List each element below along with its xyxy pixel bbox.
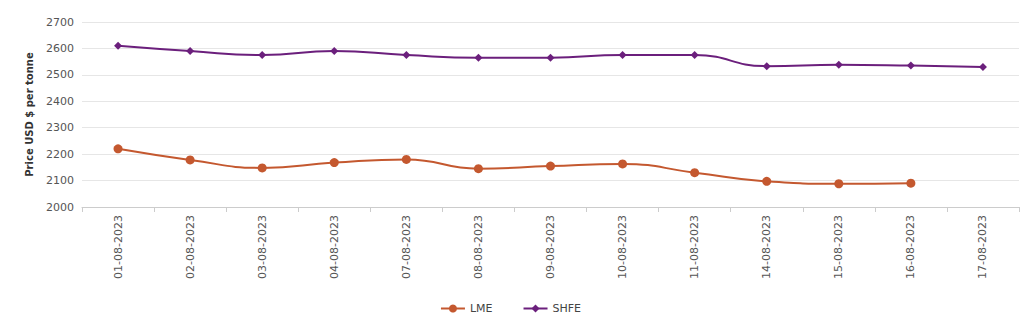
svg-text:15-08-2023: 15-08-2023 [832, 215, 845, 279]
svg-text:SHFE: SHFE [553, 302, 582, 315]
svg-text:10-08-2023: 10-08-2023 [616, 215, 629, 279]
svg-text:2700: 2700 [46, 16, 74, 29]
svg-text:04-08-2023: 04-08-2023 [328, 215, 341, 279]
svg-text:2100: 2100 [46, 174, 74, 187]
svg-text:2600: 2600 [46, 42, 74, 55]
svg-text:01-08-2023: 01-08-2023 [112, 215, 125, 279]
svg-text:08-08-2023: 08-08-2023 [472, 215, 485, 279]
svg-text:2000: 2000 [46, 201, 74, 214]
svg-text:LME: LME [470, 302, 493, 315]
svg-text:02-08-2023: 02-08-2023 [184, 215, 197, 279]
svg-text:Price USD $ per tonne: Price USD $ per tonne [24, 52, 35, 177]
svg-text:2400: 2400 [46, 95, 74, 108]
svg-text:11-08-2023: 11-08-2023 [688, 215, 701, 279]
svg-text:2500: 2500 [46, 68, 74, 81]
svg-text:03-08-2023: 03-08-2023 [256, 215, 269, 279]
svg-text:17-08-2023: 17-08-2023 [976, 215, 989, 279]
svg-text:2200: 2200 [46, 148, 74, 161]
svg-text:16-08-2023: 16-08-2023 [904, 215, 917, 279]
svg-text:2300: 2300 [46, 121, 74, 134]
svg-text:14-08-2023: 14-08-2023 [760, 215, 773, 279]
svg-text:09-08-2023: 09-08-2023 [544, 215, 557, 279]
svg-text:07-08-2023: 07-08-2023 [400, 215, 413, 279]
